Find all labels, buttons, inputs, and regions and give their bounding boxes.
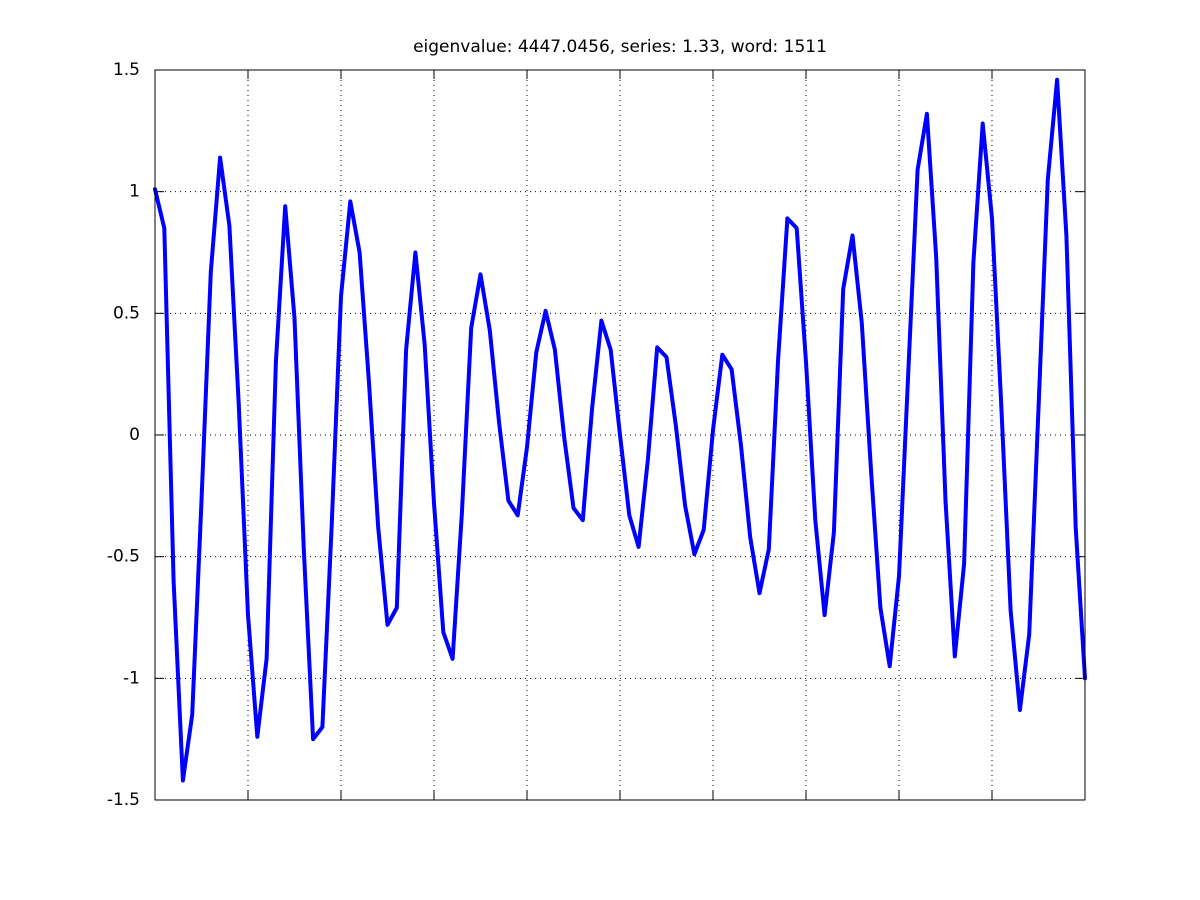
y-tick-label: -1.5 xyxy=(107,790,140,810)
y-tick-label: -1 xyxy=(123,668,140,688)
chart-title: eigenvalue: 4447.0456, series: 1.33, wor… xyxy=(413,37,827,57)
plot-layer xyxy=(153,77,1087,783)
y-tick-label: 0.5 xyxy=(113,303,140,323)
y-tick-label: 1 xyxy=(129,182,140,202)
data-line xyxy=(153,77,1087,783)
axes-box xyxy=(154,69,1086,801)
y-tick-label: 0 xyxy=(129,425,140,445)
y-tick-label: 1.5 xyxy=(113,60,140,80)
y-tick-label: -0.5 xyxy=(107,547,140,567)
